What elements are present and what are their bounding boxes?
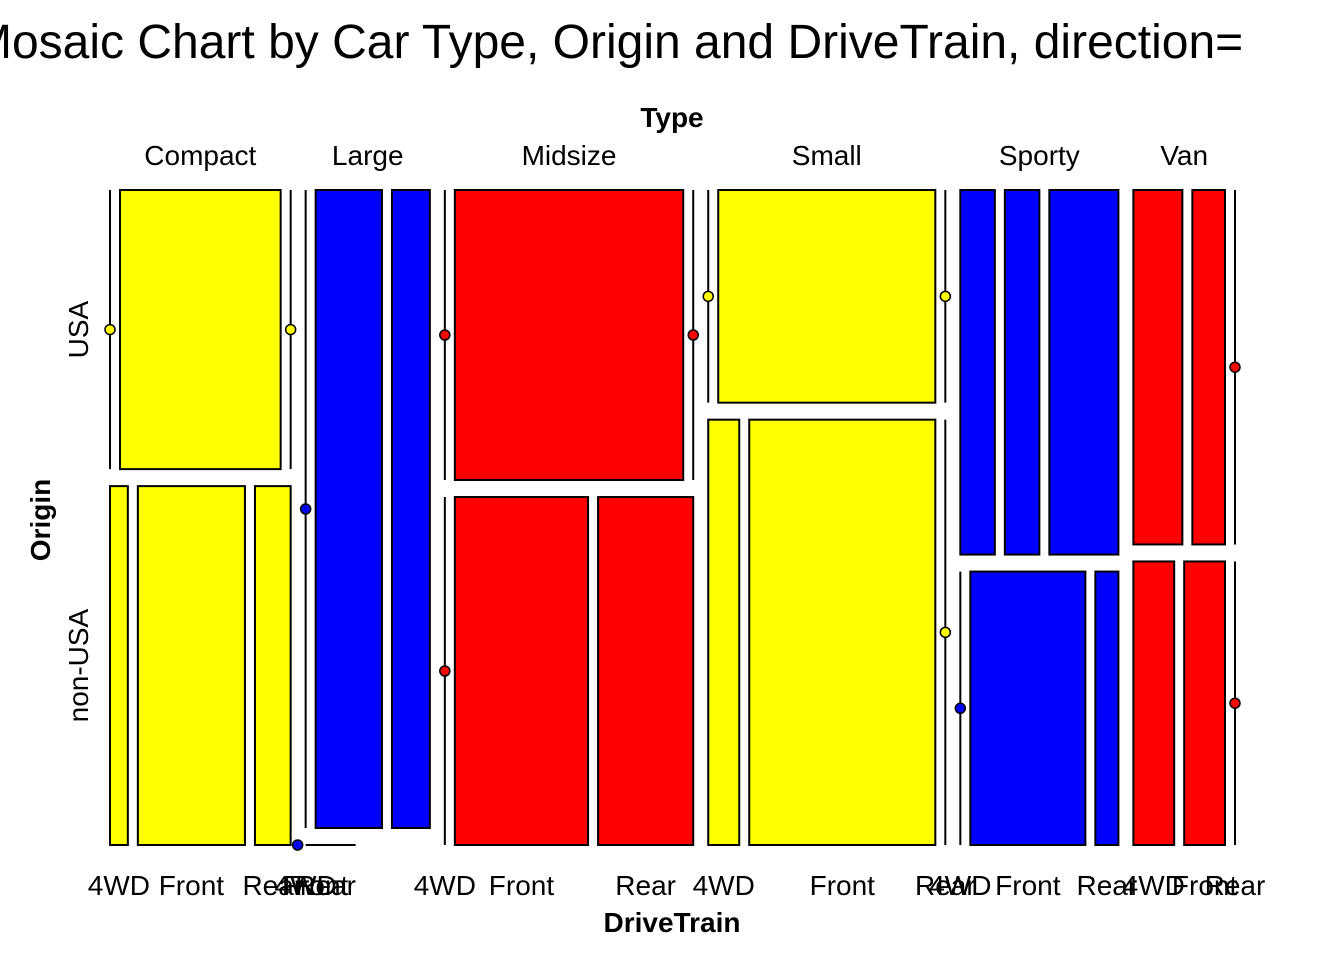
x-tick-14: Rear <box>1077 870 1138 901</box>
x-tick-0: 4WD <box>88 870 150 901</box>
chart-title: Mosaic Chart by Car Type, Origin and Dri… <box>0 16 1243 69</box>
x-tick-11: Rear <box>915 870 976 901</box>
tile-small-non-usa-rear-empty-dot <box>939 626 952 639</box>
tile-sporty-non-usa-rear <box>1094 570 1120 846</box>
tile-midsize-non-usa-4wd-empty-dot <box>439 665 451 677</box>
origin-label-non-usa: non-USA <box>63 608 94 722</box>
tile-van-non-usa-4wd <box>1132 560 1176 846</box>
x-tick-4: Front <box>283 870 349 901</box>
type-label-compact: Compact <box>144 140 256 171</box>
top-axis-title: Type <box>640 102 703 133</box>
type-label-sporty: Sporty <box>999 140 1080 171</box>
type-label-van: Van <box>1160 140 1208 171</box>
tile-van-usa-front <box>1191 189 1227 546</box>
x-tick-12: 4WD <box>929 870 991 901</box>
tile-sporty-non-usa-4wd-empty-dot <box>954 702 967 715</box>
tile-compact-usa-rear-empty-dot <box>284 323 297 336</box>
x-tick-8: Rear <box>615 870 676 901</box>
type-label-small: Small <box>792 140 862 171</box>
type-label-midsize: Midsize <box>522 140 617 171</box>
origin-label-usa: USA <box>63 300 94 358</box>
x-tick-5: Rear <box>295 870 356 901</box>
x-tick-1: Front <box>159 870 225 901</box>
tile-compact-non-usa-4wd <box>109 485 129 846</box>
tile-compact-usa-4wd-empty-dot <box>104 323 116 336</box>
x-tick-7: Front <box>489 870 555 901</box>
tile-midsize-usa-4wd-empty-dot <box>439 329 451 341</box>
x-tick-15: 4WD <box>1123 870 1185 901</box>
x-tick-10: Front <box>810 870 876 901</box>
tile-sporty-usa-4wd <box>959 189 996 556</box>
x-tick-13: Front <box>995 870 1061 901</box>
tile-large-non-usa-empty-dot <box>291 839 304 851</box>
tile-midsize-usa-front <box>453 189 685 481</box>
tile-large-usa-4wd-empty-dot <box>299 503 312 515</box>
x-axis-title: DriveTrain <box>604 907 741 938</box>
tile-small-usa-rear-empty-dot <box>939 290 952 303</box>
type-label-large: Large <box>332 140 404 171</box>
tile-small-non-usa-4wd <box>707 418 741 846</box>
tile-van-usa-rear-empty-dot <box>1229 361 1241 373</box>
tile-midsize-non-usa-rear <box>597 496 695 846</box>
tile-midsize-non-usa-front <box>453 496 590 846</box>
x-tick-17: Rear <box>1205 870 1266 901</box>
tile-small-usa-front <box>717 189 937 404</box>
y-axis-title: Origin <box>25 479 56 561</box>
tile-van-non-usa-rear-empty-dot <box>1229 697 1241 709</box>
x-tick-9: 4WD <box>693 870 755 901</box>
tile-large-usa-front <box>314 189 383 829</box>
tile-small-non-usa-front <box>748 418 937 846</box>
x-tick-3: 4WD <box>275 870 337 901</box>
tile-van-non-usa-front <box>1183 560 1227 846</box>
tile-compact-usa-front <box>119 189 282 471</box>
type-labels: Compact Large Midsize Small Sporty Van <box>144 140 1208 171</box>
origin-labels: USA non-USA <box>63 300 94 722</box>
x-tick-6: 4WD <box>414 870 476 901</box>
tile-sporty-usa-rear <box>1048 189 1120 556</box>
tile-midsize-usa-rear-empty-dot <box>687 329 699 341</box>
mosaic-tiles <box>104 189 1241 851</box>
tile-sporty-non-usa-front <box>969 570 1087 846</box>
x-tick-2: Rear <box>242 870 303 901</box>
tile-compact-non-usa-front <box>136 485 246 846</box>
tile-compact-non-usa-rear <box>253 485 292 846</box>
tile-large-usa-rear <box>390 189 431 829</box>
x-tick-16: Front <box>1172 870 1238 901</box>
tile-small-usa-4wd-empty-dot <box>702 290 714 303</box>
tile-van-usa-4wd <box>1132 189 1184 546</box>
tile-sporty-usa-front <box>1003 189 1041 556</box>
